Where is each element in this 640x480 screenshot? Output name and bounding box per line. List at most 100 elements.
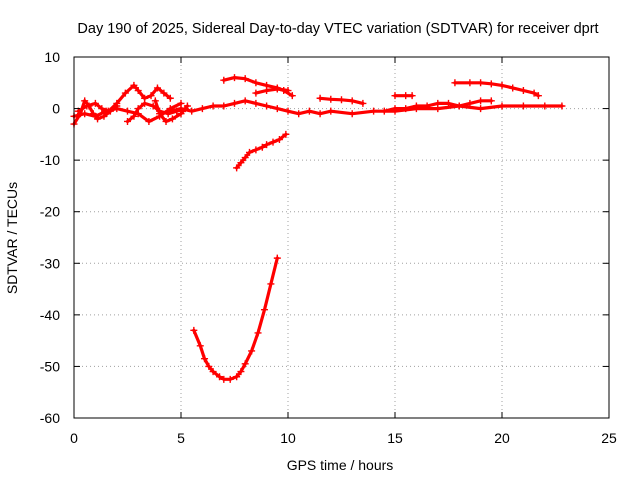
series-arc-13 [451, 79, 542, 100]
data-point [124, 117, 131, 125]
data-point [201, 355, 209, 363]
data-point [196, 342, 204, 350]
data-point [98, 105, 106, 113]
data-point [408, 92, 416, 100]
data-point [391, 105, 399, 113]
chart-title: Day 190 of 2025, Sidereal Day-to-day VTE… [77, 21, 598, 37]
data-point [168, 115, 176, 123]
data-point [254, 329, 262, 337]
data-point [284, 87, 292, 95]
series-layer [70, 74, 566, 383]
data-point [166, 94, 174, 102]
data-point [231, 74, 238, 82]
data-point [145, 117, 153, 125]
data-point [81, 97, 89, 105]
data-point [160, 89, 168, 97]
data-point [190, 326, 198, 334]
data-point [233, 373, 241, 381]
data-point [295, 110, 303, 118]
data-point [241, 360, 249, 368]
series-arc-14 [233, 130, 290, 172]
data-point [241, 97, 249, 105]
data-point [466, 79, 474, 87]
series-trace [104, 83, 172, 116]
data-point [91, 112, 99, 120]
data-point [141, 99, 149, 107]
series-arc-early-6 [74, 99, 112, 115]
series-arc-12 [391, 92, 416, 100]
data-point [216, 373, 224, 381]
data-point [509, 84, 517, 92]
y-axis-label: SDTVAR / TECUs [4, 182, 20, 294]
data-point [183, 102, 191, 110]
data-point [530, 89, 538, 97]
x-tick-label: 10 [280, 430, 296, 446]
data-point [412, 102, 420, 110]
data-point [209, 102, 217, 110]
y-tick-label: 0 [52, 101, 60, 117]
data-point [316, 110, 324, 118]
series-trace [235, 132, 288, 170]
x-axis-label: GPS time / hours [287, 457, 394, 473]
data-point [541, 102, 549, 110]
series-trace [254, 87, 290, 95]
data-point [275, 136, 283, 144]
data-point [81, 110, 89, 118]
data-point [477, 79, 485, 87]
x-tick-label: 5 [177, 430, 185, 446]
data-point [83, 102, 91, 110]
data-point [284, 107, 292, 115]
data-point [380, 107, 388, 115]
data-point [534, 92, 542, 100]
data-point [252, 79, 260, 87]
grid [74, 57, 609, 418]
series-arc-11 [316, 94, 367, 107]
data-point [220, 375, 228, 383]
data-point [220, 76, 228, 84]
x-tick-label: 25 [601, 430, 617, 446]
series-arc-early-3 [102, 81, 174, 118]
data-point [220, 102, 228, 110]
data-point [519, 102, 527, 110]
data-point [273, 254, 281, 262]
data-point [423, 102, 431, 110]
data-point [237, 159, 245, 167]
data-point [498, 81, 506, 89]
data-point [445, 99, 452, 107]
data-point [188, 107, 196, 115]
data-point [348, 97, 356, 105]
data-point [134, 87, 142, 95]
y-tick-label: -30 [40, 255, 60, 271]
data-point [558, 102, 566, 110]
y-tick-label: -40 [40, 307, 60, 323]
data-point [147, 92, 155, 100]
data-point [338, 96, 345, 104]
data-point [121, 89, 129, 97]
data-point [316, 94, 324, 102]
data-point [263, 141, 271, 149]
data-point [209, 368, 217, 376]
x-tick-label: 20 [494, 430, 510, 446]
data-point [263, 87, 271, 95]
plot-frame [73, 56, 610, 419]
y-tick-label: -20 [40, 204, 60, 220]
data-point [477, 97, 485, 105]
data-point [233, 164, 241, 172]
data-point [124, 107, 131, 115]
data-point [305, 107, 313, 115]
data-point [252, 146, 260, 154]
data-point [153, 84, 161, 92]
series-trace [153, 99, 189, 124]
data-point [177, 105, 185, 113]
data-point [466, 99, 474, 107]
data-point [258, 143, 266, 151]
data-point [273, 85, 281, 93]
y-tick-label: -50 [40, 358, 60, 374]
series-arc-10 [252, 85, 292, 97]
series-arc-15 [190, 254, 281, 383]
y-tick-label: 10 [44, 49, 60, 65]
data-point [263, 102, 271, 110]
data-point [402, 92, 410, 100]
